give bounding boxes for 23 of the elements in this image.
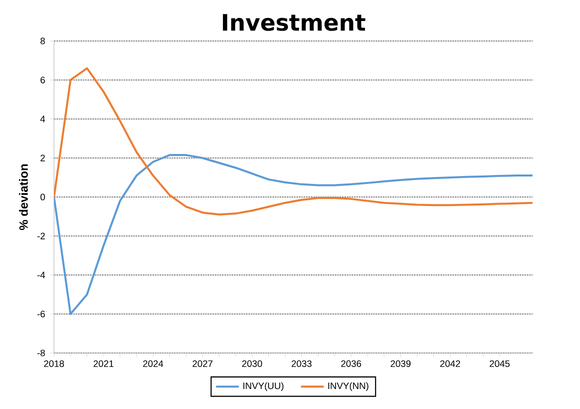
y-tick-label: -8	[37, 350, 45, 356]
chart-title: Investment	[222, 14, 366, 31]
y-tick-label: 0	[40, 194, 45, 200]
x-tick-label: 2027	[192, 360, 212, 367]
y-tick-label: -6	[37, 310, 45, 318]
y-tick-label: 6	[40, 76, 45, 84]
x-tick-label: 2030	[242, 360, 262, 367]
legend-label: INVY(UU)	[243, 382, 284, 391]
x-tick-label: 2045	[490, 360, 510, 367]
y-tick-label: -4	[37, 272, 46, 278]
y-tick-label: -2	[37, 232, 45, 240]
x-tick-label: 2024	[143, 360, 164, 367]
x-tick-label: 2042	[440, 360, 460, 367]
x-tick-label: 2039	[390, 360, 411, 367]
y-tick-label: 8	[40, 38, 45, 44]
y-tick-label: 4	[40, 116, 46, 122]
legend-label: INVY(NN)	[328, 382, 368, 391]
x-tick-label: 2036	[341, 360, 362, 367]
y-axis-title: % deviation	[19, 164, 28, 230]
y-tick-label: 2	[40, 154, 45, 162]
x-tick-label: 2033	[292, 360, 312, 367]
x-tick-label: 2021	[94, 360, 114, 367]
x-tick-label: 2018	[44, 360, 64, 367]
